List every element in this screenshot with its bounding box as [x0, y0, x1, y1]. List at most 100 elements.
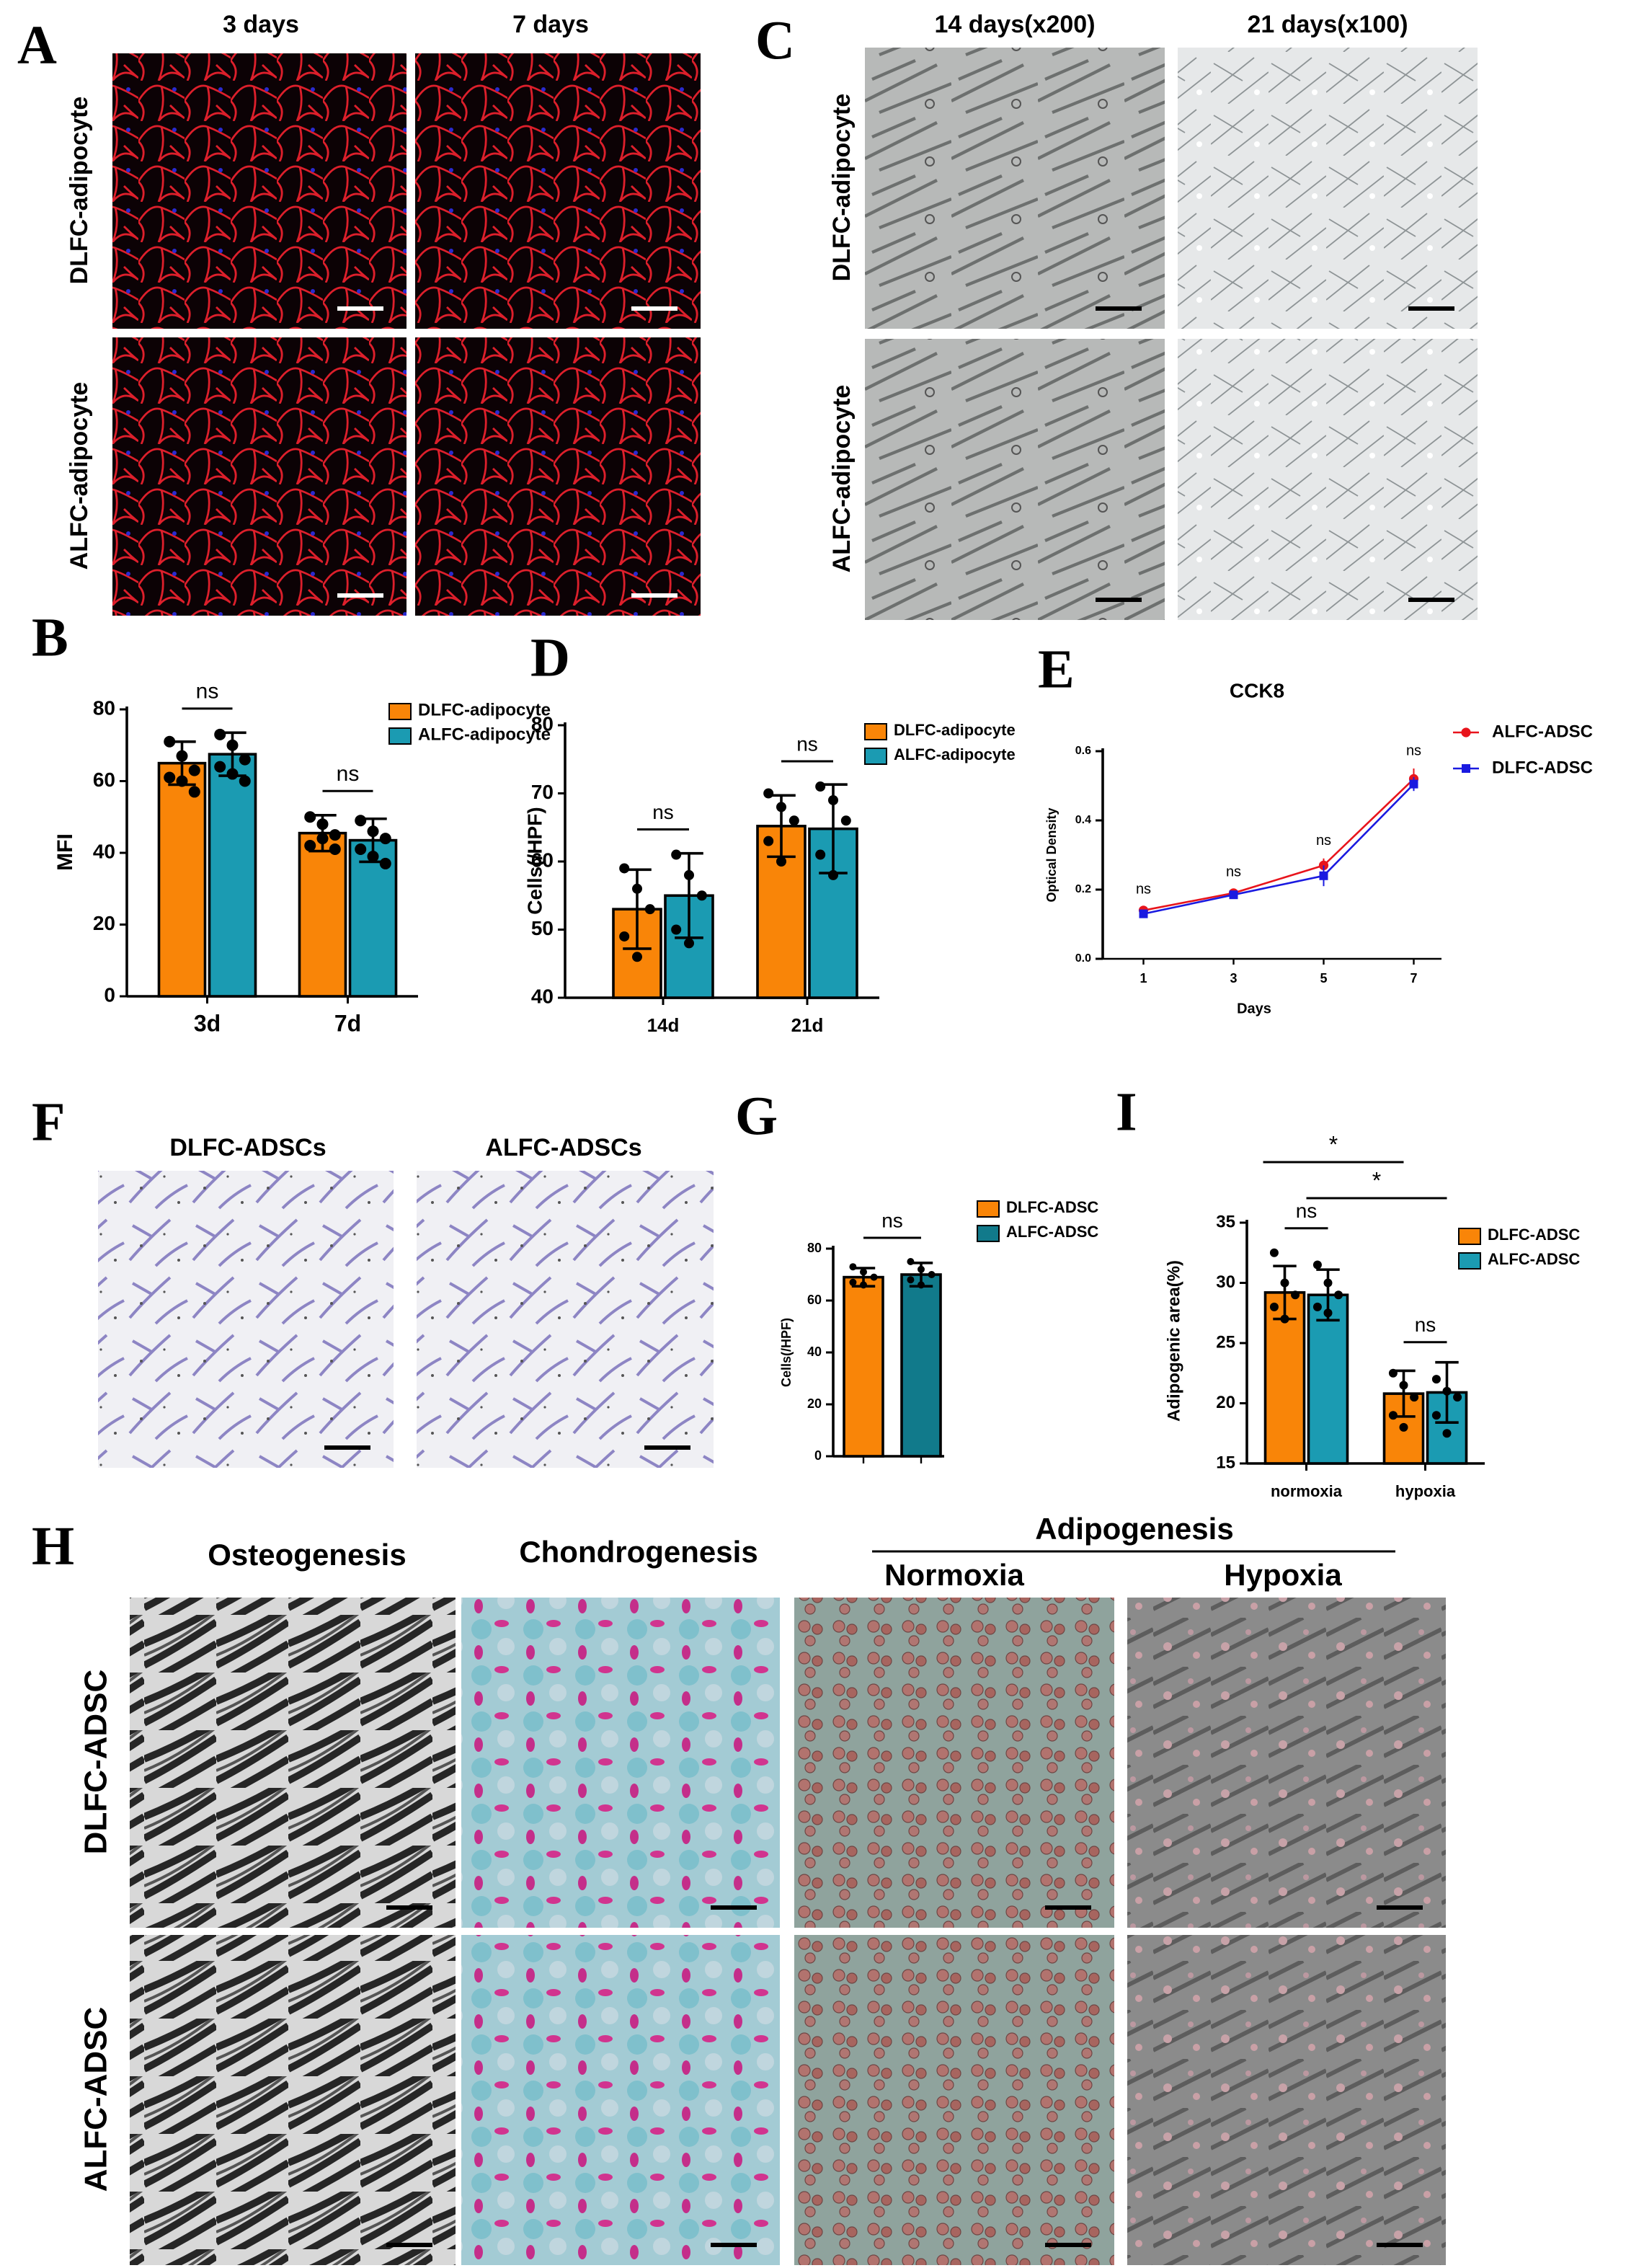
data-point — [928, 1271, 936, 1278]
y-tick-label: 60 — [807, 1293, 822, 1307]
x-tick-label: 5 — [1320, 971, 1327, 985]
data-point — [188, 764, 200, 776]
micrograph — [417, 1171, 714, 1468]
micrograph — [1127, 1598, 1446, 1928]
micrograph — [415, 53, 701, 329]
data-point — [907, 1258, 915, 1265]
data-point — [828, 794, 838, 805]
y-tick-label: 20 — [93, 912, 115, 934]
data-point — [1139, 909, 1148, 918]
x-tick-label: 7 — [1410, 971, 1417, 985]
row-label: DLFC-adipocyte — [66, 97, 93, 285]
significance-label: ns — [1406, 743, 1421, 758]
y-tick-label: 0 — [104, 983, 115, 1006]
bar — [900, 1273, 942, 1458]
y-tick-label: 0.4 — [1075, 814, 1091, 826]
data-point — [776, 802, 786, 812]
data-point — [1334, 1290, 1343, 1300]
data-point — [619, 931, 630, 942]
micrograph — [112, 53, 406, 329]
data-point — [214, 728, 226, 740]
micrograph — [112, 337, 406, 616]
data-point — [355, 843, 367, 856]
data-point — [226, 739, 239, 751]
y-tick-label: 0 — [814, 1448, 822, 1463]
data-point — [176, 775, 188, 787]
data-point — [776, 856, 786, 867]
data-point — [671, 849, 682, 860]
data-point — [1269, 1248, 1279, 1257]
row-label: DLFC-adipocyte — [828, 94, 856, 282]
data-point — [304, 811, 316, 823]
significance-label: ns — [337, 762, 360, 786]
column-label: 3 days — [223, 11, 299, 38]
y-axis-label: Adipogenic area(%) — [1164, 1260, 1183, 1422]
y-tick-label: 20 — [1216, 1393, 1235, 1412]
y-axis-label: Cells(/HPF) — [779, 1318, 794, 1387]
y-tick-label: 60 — [93, 768, 115, 791]
data-point — [860, 1268, 867, 1276]
data-point — [1319, 871, 1328, 880]
data-point — [367, 850, 379, 862]
micrograph — [1178, 339, 1478, 620]
row-label: ALFC-ADSC — [79, 2007, 114, 2192]
y-tick-label: 70 — [531, 781, 554, 803]
data-point — [684, 938, 694, 949]
x-axis-label: Days — [1237, 1001, 1271, 1016]
y-tick-label: 40 — [93, 840, 115, 862]
data-point — [1431, 1411, 1441, 1420]
legend-marker — [1462, 764, 1470, 773]
column-label: DLFC-ADSCs — [169, 1134, 326, 1161]
significance-label: ns — [1316, 833, 1331, 849]
legend-swatch — [864, 748, 887, 765]
y-tick-label: 80 — [807, 1241, 822, 1255]
data-point — [632, 883, 642, 894]
y-tick-label: 80 — [531, 712, 554, 735]
data-point — [1312, 1260, 1322, 1270]
data-point — [619, 863, 630, 874]
row-label: ALFC-adipocyte — [828, 385, 856, 573]
data-point — [1280, 1278, 1289, 1288]
panel-letter: B — [32, 607, 68, 668]
micrograph — [865, 48, 1165, 329]
column-label: Osteogenesis — [208, 1538, 406, 1572]
data-point — [763, 836, 774, 846]
y-tick-label: 40 — [807, 1345, 822, 1359]
panel-letter: C — [755, 10, 795, 71]
y-tick-label: 0.6 — [1075, 745, 1091, 757]
column-label: 14 days(x200) — [934, 11, 1095, 38]
x-tick-label: 3d — [194, 1010, 221, 1036]
data-point — [1229, 890, 1238, 900]
group-label: Adipogenesis — [1035, 1512, 1233, 1546]
legend-label: ALFC-adipocyte — [894, 745, 1016, 763]
data-point — [1269, 1302, 1279, 1311]
data-point — [1399, 1381, 1408, 1390]
micrograph — [130, 1598, 456, 1928]
legend-label: ALFC-adipocyte — [418, 725, 551, 744]
micrograph — [865, 339, 1165, 620]
legend-label: ALFC-ADSC — [1488, 1250, 1580, 1268]
bar — [843, 1275, 884, 1458]
bar — [208, 753, 257, 998]
legend-swatch — [1458, 1252, 1481, 1270]
legend-label: DLFC-ADSC — [1492, 758, 1593, 777]
significance-label: ns — [881, 1209, 903, 1231]
data-point — [849, 1278, 857, 1286]
series-line — [1143, 778, 1415, 912]
data-point — [918, 1281, 925, 1289]
data-point — [815, 781, 826, 792]
panel-letter: A — [17, 14, 57, 75]
bar — [298, 831, 347, 998]
micrograph — [461, 1598, 780, 1928]
data-point — [379, 833, 391, 845]
column-label: Normoxia — [884, 1558, 1024, 1592]
legend-label: ALFC-ADSC — [1006, 1223, 1098, 1241]
significance-label: ns — [1296, 1200, 1318, 1222]
series-line — [1143, 783, 1415, 915]
data-point — [1291, 1290, 1300, 1300]
y-tick-label: 20 — [807, 1396, 822, 1411]
data-point — [1431, 1375, 1441, 1384]
data-point — [870, 1273, 878, 1281]
y-axis-label: Optical Density — [1044, 807, 1059, 902]
data-point — [1453, 1393, 1462, 1402]
